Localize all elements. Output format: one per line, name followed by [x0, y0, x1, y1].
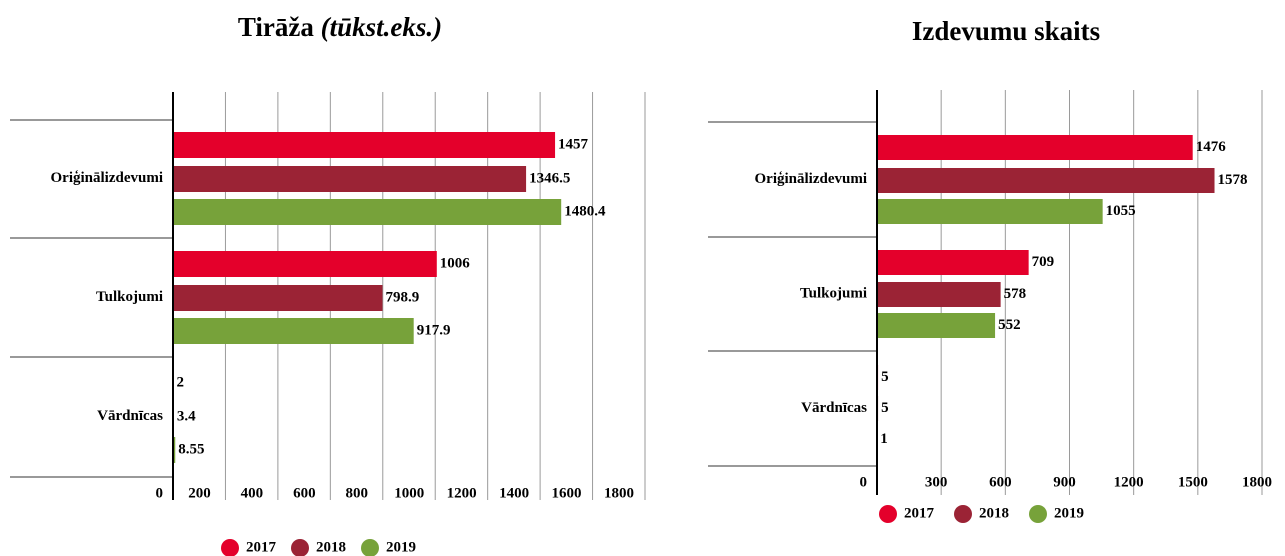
data-label: 5 [881, 369, 889, 385]
bar [877, 250, 1029, 275]
data-label: 5 [881, 400, 889, 416]
x-tick-label: 1800 [1242, 474, 1272, 490]
x-tick-label: 400 [241, 485, 264, 501]
x-tick-label: 0 [860, 474, 868, 490]
title-unit: (tūkst.eks.) [321, 12, 443, 42]
data-label: 709 [1032, 254, 1055, 270]
x-tick-label: 800 [346, 485, 369, 501]
legend-label: 2018 [316, 539, 346, 555]
data-label: 1346.5 [529, 170, 570, 186]
bar [173, 166, 527, 192]
data-label: 1 [880, 431, 888, 447]
bar [877, 135, 1193, 160]
data-label: 2 [177, 374, 185, 390]
chart: Izdevumu skaits 0 300 600 900 1200 1500 1800 Ori… [708, 16, 1272, 523]
bar [877, 199, 1103, 224]
bar [877, 282, 1001, 307]
x-tick-label: 1200 [447, 485, 477, 501]
chart: Tirāža (tūkst.eks.) 0 200 400 600 800 1000 1200… [10, 12, 646, 556]
data-label: 8.55 [178, 441, 204, 457]
bar [173, 132, 556, 158]
data-label: 578 [1004, 286, 1027, 302]
x-tick-label: 1000 [394, 485, 424, 501]
legend-label: 2018 [979, 505, 1009, 521]
bar [877, 313, 996, 338]
category-label: Vārdnīcas [97, 408, 163, 424]
data-label: 552 [998, 317, 1021, 333]
legend-label: 2017 [904, 505, 935, 521]
legend-swatch [879, 505, 897, 523]
x-tick-label: 1500 [1178, 474, 1208, 490]
legend-label: 2019 [1054, 505, 1084, 521]
x-tick-label: 1400 [499, 485, 529, 501]
data-label: 1578 [1218, 172, 1248, 188]
title-text: Tirāža [238, 12, 321, 42]
data-label: 798.9 [385, 289, 419, 305]
data-label: 1457 [558, 136, 589, 152]
x-tick-label: 900 [1053, 474, 1076, 490]
bar [877, 168, 1215, 193]
bar [173, 285, 383, 311]
bar [173, 199, 562, 225]
legend-label: 2017 [246, 539, 277, 555]
data-label: 1476 [1196, 139, 1227, 155]
x-tick-label: 1600 [552, 485, 582, 501]
x-tick-label: 200 [188, 485, 211, 501]
x-tick-label: 1800 [604, 485, 634, 501]
category-label: Vārdnīcas [801, 400, 867, 416]
chart-title: Tirāža (tūkst.eks.) [238, 12, 442, 42]
category-label: Oriģinālizdevumi [755, 171, 868, 187]
data-label: 1006 [440, 255, 471, 271]
x-tick-label: 300 [925, 474, 948, 490]
data-label: 1480.4 [564, 203, 606, 219]
x-tick-label: 600 [293, 485, 316, 501]
legend-swatch [361, 539, 379, 556]
data-label: 3.4 [177, 408, 196, 424]
bar [173, 251, 437, 277]
data-label: 1055 [1106, 203, 1136, 219]
legend-label: 2019 [386, 539, 416, 555]
x-tick-label: 1200 [1114, 474, 1144, 490]
data-label: 917.9 [417, 322, 451, 338]
x-tick-label: 600 [989, 474, 1012, 490]
legend-swatch [291, 539, 309, 556]
category-label: Tulkojumi [800, 285, 867, 301]
bar [173, 437, 176, 463]
bar [173, 318, 414, 344]
x-tick-label: 0 [156, 485, 164, 501]
legend-swatch [954, 505, 972, 523]
category-label: Tulkojumi [96, 289, 163, 305]
chart-title: Izdevumu skaits [912, 16, 1100, 46]
legend-swatch [1029, 505, 1047, 523]
category-label: Oriģinālizdevumi [51, 170, 164, 186]
legend-swatch [221, 539, 239, 556]
title-text: Izdevumu skaits [912, 16, 1100, 46]
